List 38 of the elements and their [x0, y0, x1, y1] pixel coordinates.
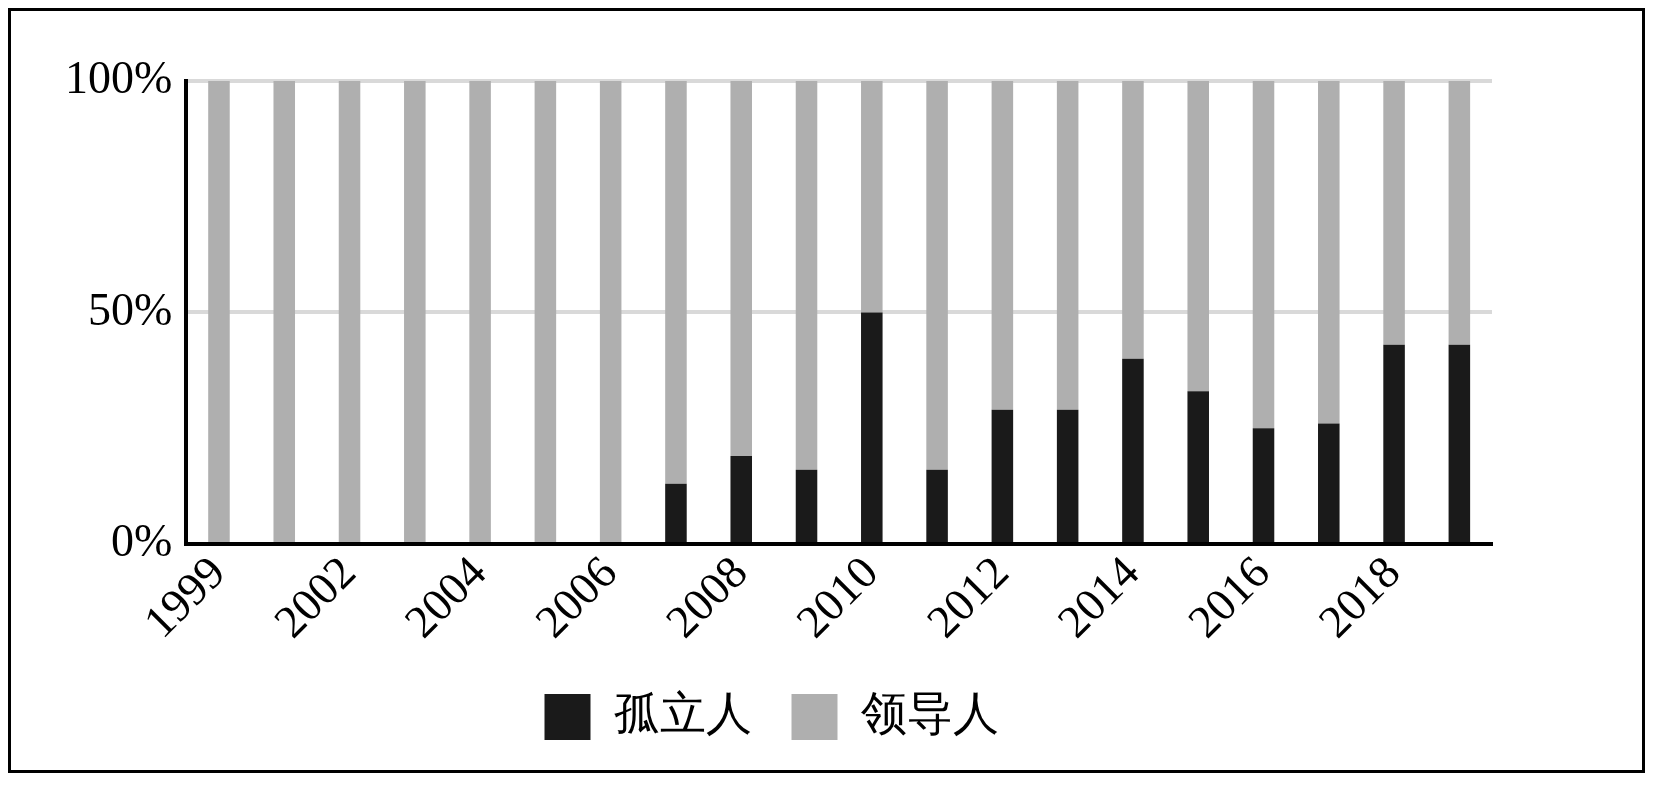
bar — [1448, 344, 1471, 542]
bar — [861, 81, 883, 313]
y-tick-label: 0% — [110, 514, 173, 566]
bar — [1187, 391, 1209, 542]
y-tick-label: 100% — [64, 52, 173, 104]
bar — [1122, 358, 1144, 542]
legend-label: 孤立人 — [613, 688, 752, 740]
bar — [1187, 81, 1209, 392]
bar — [991, 81, 1014, 410]
legend-label: 领导人 — [860, 688, 999, 740]
bar — [1252, 81, 1275, 429]
bar — [208, 81, 230, 542]
bar — [1318, 81, 1340, 424]
bar — [273, 81, 296, 542]
bar — [1383, 81, 1405, 345]
bar — [599, 81, 622, 542]
bar — [665, 483, 687, 542]
bar — [534, 81, 557, 542]
bar — [795, 469, 818, 542]
bar — [1383, 344, 1405, 542]
bar — [926, 469, 948, 542]
bar — [861, 312, 883, 542]
bar — [1448, 81, 1471, 345]
bar — [1056, 81, 1079, 410]
bar — [338, 81, 361, 542]
y-tick-label: 50% — [87, 283, 173, 335]
bar — [730, 455, 753, 542]
bar — [404, 81, 426, 542]
bar — [926, 81, 948, 470]
bar — [1252, 428, 1275, 542]
bar — [730, 81, 753, 456]
bar — [469, 81, 491, 542]
bar — [991, 409, 1014, 542]
bar — [1318, 423, 1340, 542]
bar — [1056, 409, 1079, 542]
bar — [1122, 81, 1144, 359]
bar — [795, 81, 818, 470]
bar — [665, 81, 687, 484]
